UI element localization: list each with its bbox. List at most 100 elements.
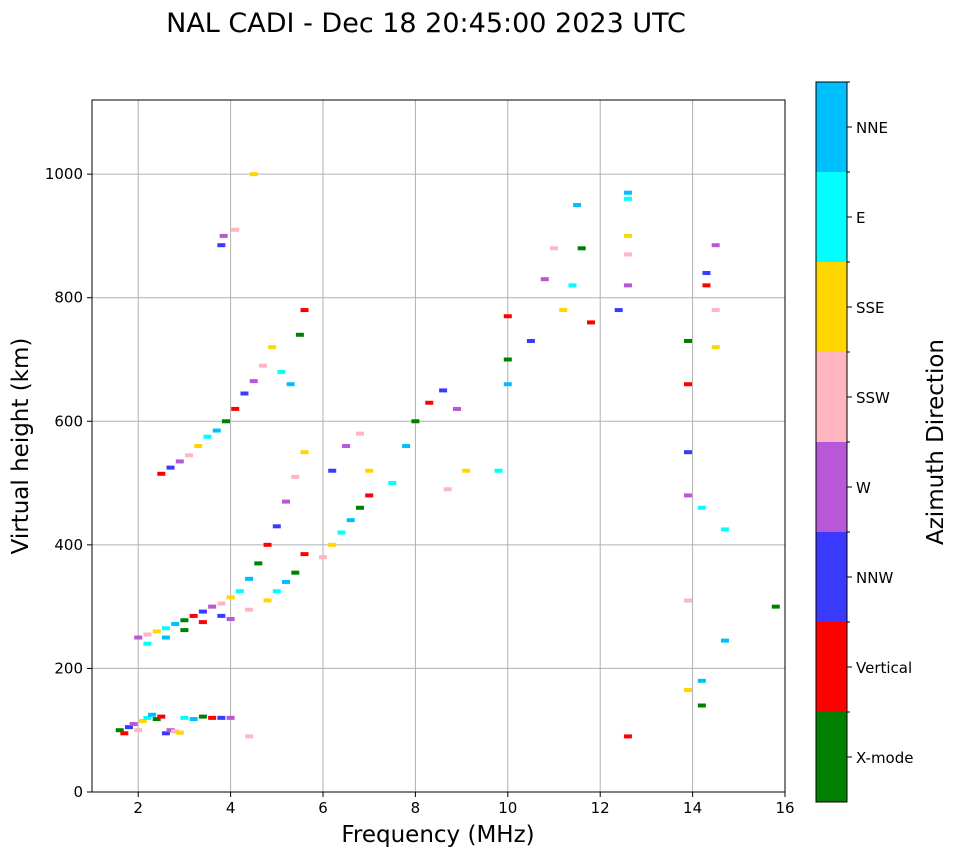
echo-point [346,518,355,523]
y-tick-label: 800 [54,289,83,307]
colorbar-label: Azimuth Direction [923,339,949,545]
echo-point [462,468,471,473]
echo-point [291,474,300,479]
x-tick-label: 2 [133,799,143,817]
y-tick-label: 0 [73,783,83,801]
echo-point [540,277,549,282]
echo-point [411,419,420,424]
series-isolated-echoes [217,172,258,248]
echo-point [198,609,207,614]
y-tick-label: 1000 [45,165,83,183]
echo-point [263,598,272,603]
echo-point [217,613,226,618]
colorbar-swatch-nne [816,82,847,172]
echo-point [683,338,692,343]
echo-point [161,731,170,736]
echo-point [355,431,364,436]
echo-point [208,715,217,720]
echo-point [623,283,632,288]
echo-point [614,308,623,313]
echo-point [203,434,212,439]
echo-point [697,505,706,510]
colorbar: X-mode Vertical NNW W SSW SSE E NNE [815,81,913,803]
colorbar-tick-label: NNE [856,119,888,137]
echo-point [171,729,180,734]
echo-point [295,332,304,337]
echo-point [550,246,558,251]
echo-point [134,728,143,733]
series-f-layer-trace-o- [134,450,309,640]
colorbar-tick-label: W [856,479,871,497]
echo-point [342,444,351,448]
echo-point [231,227,240,232]
echo-point [217,715,226,720]
echo-point [166,728,175,733]
chart-title: NAL CADI - Dec 18 20:45:00 2023 UTC [166,8,686,39]
echo-point [683,493,692,498]
echo-point [245,734,254,739]
echo-point [180,715,189,720]
echo-point [161,626,170,631]
echo-point [143,641,152,646]
echo-point [249,172,258,177]
echo-point [720,527,729,532]
echo-point [263,542,272,547]
echo-point [272,589,281,594]
echo-point [185,453,194,458]
echo-point [115,728,124,733]
echo-point [300,308,309,313]
echo-point [568,283,577,288]
x-tick-label: 8 [411,799,421,817]
echo-point [226,617,235,621]
echo-point [189,717,198,722]
colorbar-tick-label: SSE [856,299,885,317]
series-second-hop-trace [157,308,309,476]
echo-point [771,604,780,609]
echo-point [175,730,184,735]
echo-point [208,604,217,609]
echo-point [231,406,240,411]
colorbar-tick-label: SSW [856,389,890,407]
echo-point [217,601,226,606]
plot-frame [91,99,786,793]
colorbar-frame [815,81,848,803]
echo-point [683,450,692,455]
echo-point [272,524,281,529]
echo-point [198,714,207,719]
echo-point [189,613,198,618]
colorbar-swatch-sse [816,262,847,352]
echo-point [503,314,512,319]
echo-point [226,595,235,600]
echo-point [402,444,411,448]
echo-point [148,712,157,717]
x-tick-label: 12 [591,799,610,817]
y-axis-label: Virtual height (km) [8,338,34,555]
tick-layer: 2 4 6 8 10 12 14 16 0 200 400 600 800 1000 [45,165,795,817]
colorbar-tick-label: NNW [856,569,893,587]
x-tick-label: 6 [318,799,328,817]
echo-point [503,357,512,362]
echo-point [503,382,512,387]
colorbar-swatch-ssw [816,352,847,442]
echo-point [623,190,632,195]
echo-point [258,363,267,368]
echo-point [138,718,147,723]
echo-point [235,589,244,594]
echo-point [175,459,184,464]
echo-point [198,620,207,625]
marks-layer [115,172,780,739]
echo-point [212,428,221,433]
echo-point [702,283,711,288]
echo-point [245,576,254,581]
series-e-layer-echoes [115,712,254,739]
echo-point [623,252,632,257]
echo-point [286,382,295,387]
series-high-frequency-echoes [503,190,780,739]
echo-point [439,388,448,393]
echo-point [337,530,346,535]
echo-point [697,678,706,683]
echo-point [720,638,729,643]
echo-point [328,468,337,473]
colorbar-swatch-x-mode [816,712,847,802]
plot-background [92,100,785,792]
